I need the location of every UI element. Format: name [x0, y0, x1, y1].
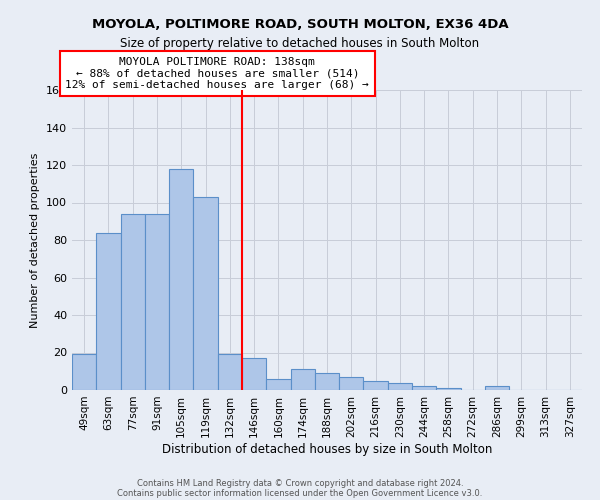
Bar	[290, 370, 315, 390]
Text: MOYOLA, POLTIMORE ROAD, SOUTH MOLTON, EX36 4DA: MOYOLA, POLTIMORE ROAD, SOUTH MOLTON, EX…	[92, 18, 508, 30]
Bar	[412, 386, 436, 390]
Bar	[485, 386, 509, 390]
Bar	[218, 354, 242, 390]
Text: Size of property relative to detached houses in South Molton: Size of property relative to detached ho…	[121, 38, 479, 51]
Bar	[266, 379, 290, 390]
Bar	[169, 169, 193, 390]
Bar	[364, 380, 388, 390]
Y-axis label: Number of detached properties: Number of detached properties	[31, 152, 40, 328]
Bar	[193, 197, 218, 390]
Bar	[315, 373, 339, 390]
Bar	[436, 388, 461, 390]
Bar	[121, 214, 145, 390]
Bar	[242, 358, 266, 390]
Text: MOYOLA POLTIMORE ROAD: 138sqm
← 88% of detached houses are smaller (514)
12% of : MOYOLA POLTIMORE ROAD: 138sqm ← 88% of d…	[65, 57, 369, 90]
Bar	[388, 382, 412, 390]
Bar	[339, 377, 364, 390]
Text: Contains HM Land Registry data © Crown copyright and database right 2024.: Contains HM Land Registry data © Crown c…	[137, 478, 463, 488]
Bar	[72, 354, 96, 390]
Bar	[145, 214, 169, 390]
Bar	[96, 232, 121, 390]
Text: Contains public sector information licensed under the Open Government Licence v3: Contains public sector information licen…	[118, 488, 482, 498]
X-axis label: Distribution of detached houses by size in South Molton: Distribution of detached houses by size …	[162, 442, 492, 456]
